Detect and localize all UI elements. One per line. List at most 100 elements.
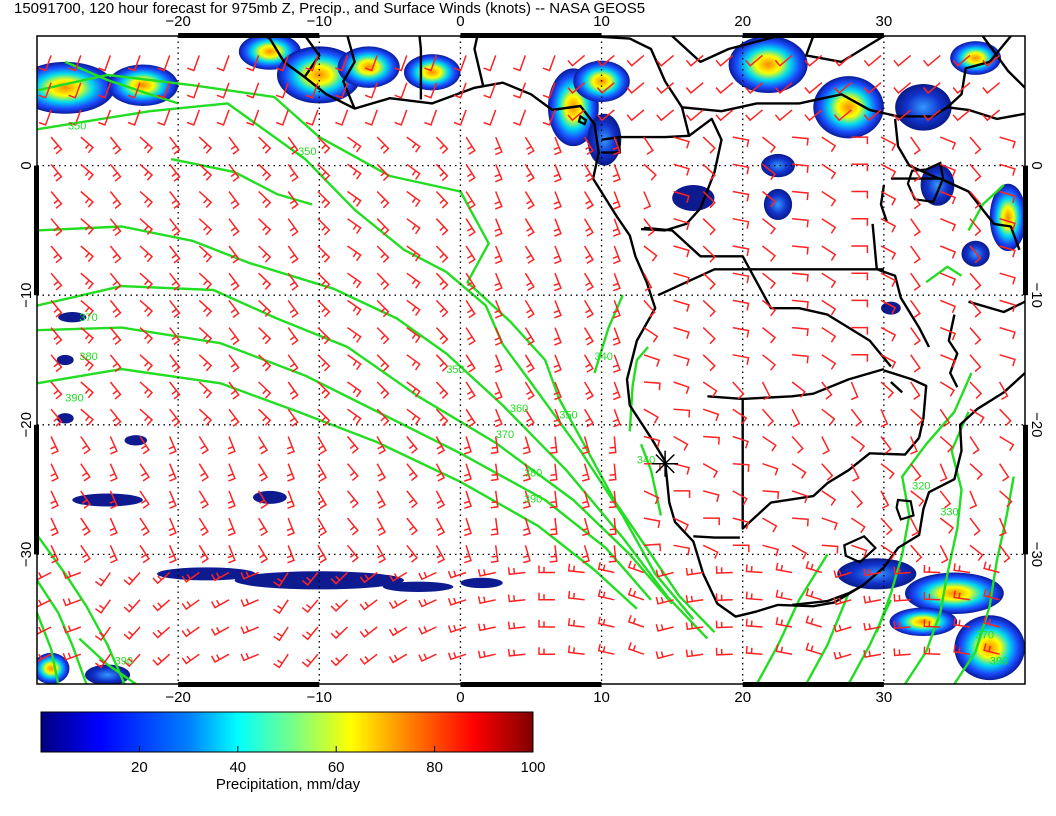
- wind-barb: [834, 54, 852, 67]
- precip-cell: [813, 76, 884, 139]
- wind-barb: [775, 589, 793, 601]
- wind-barb: [732, 190, 750, 202]
- wind-barb: [567, 109, 586, 122]
- wind-barb: [538, 619, 556, 628]
- wind-barb: [804, 82, 823, 94]
- wind-barb: [50, 163, 63, 182]
- wind-barb: [447, 652, 467, 661]
- wind-barb: [50, 381, 63, 400]
- wind-barb: [880, 490, 890, 509]
- precip-cell: [337, 46, 400, 88]
- boundary-line: [890, 177, 1021, 251]
- wind-barb: [246, 55, 260, 72]
- wind-barb: [301, 626, 319, 641]
- wind-barb: [273, 626, 289, 642]
- wind-barb: [50, 245, 63, 264]
- wind-barb: [240, 598, 259, 607]
- contour-value-label: 340: [637, 455, 655, 467]
- wind-barb: [305, 109, 319, 126]
- wind-barb: [257, 517, 269, 537]
- wind-barb: [969, 272, 982, 291]
- wind-barb: [702, 299, 716, 318]
- wind-barb: [643, 408, 659, 424]
- wind-barb: [969, 163, 982, 182]
- wind-barb: [553, 408, 562, 428]
- wind-barb: [673, 408, 691, 418]
- wind-barb: [567, 590, 585, 601]
- boundary-line: [473, 36, 485, 86]
- wind-barb: [109, 245, 122, 264]
- wind-barb: [94, 653, 112, 669]
- wind-barb: [969, 517, 981, 536]
- lon-tick-label: 30: [876, 13, 893, 30]
- wind-barb: [910, 463, 922, 482]
- height-contour: [37, 73, 716, 634]
- wind-barb: [863, 568, 882, 577]
- wind-barb: [583, 218, 594, 237]
- frame-bar: [34, 165, 39, 296]
- wind-barb: [273, 572, 289, 587]
- wind-barb: [80, 463, 91, 482]
- wind-barb: [685, 54, 704, 67]
- wind-barb: [567, 563, 585, 574]
- contour-value-label: 390: [65, 392, 83, 404]
- wind-barb: [37, 571, 52, 581]
- wind-barb: [702, 245, 716, 263]
- lon-tick-label: 20: [734, 689, 751, 706]
- wind-barb: [805, 642, 823, 655]
- wind-barb: [851, 190, 869, 199]
- contour-value-label: 350: [68, 120, 86, 132]
- wind-barb: [643, 326, 659, 343]
- wind-barb: [762, 517, 778, 533]
- wind-barb: [80, 517, 91, 536]
- wind-barb: [702, 136, 716, 154]
- wind-barb: [494, 164, 503, 183]
- wind-barb: [940, 163, 957, 178]
- wind-barb: [583, 381, 594, 400]
- wind-barb: [923, 592, 941, 601]
- wind-barb: [494, 218, 503, 237]
- wind-barb: [999, 435, 1015, 452]
- wind-barb: [152, 571, 171, 585]
- wind-barb: [494, 300, 503, 319]
- wind-barb: [376, 136, 390, 154]
- wind-barb: [186, 109, 201, 126]
- wind-barb: [465, 191, 476, 210]
- wind-barb: [821, 381, 833, 400]
- contour-value-label: 370: [976, 630, 994, 642]
- wind-barb: [792, 326, 809, 337]
- wind-barb: [969, 191, 982, 209]
- wind-barb: [317, 354, 331, 372]
- wind-barb: [286, 463, 295, 482]
- wind-barb: [910, 272, 921, 291]
- boundary-line: [890, 381, 904, 394]
- wind-barb: [376, 490, 387, 509]
- wind-barb: [910, 245, 921, 264]
- wind-barb: [346, 517, 359, 536]
- wind-barb: [80, 218, 94, 235]
- wind-barb: [317, 245, 331, 263]
- wind-barb: [715, 109, 734, 122]
- wind-barb: [910, 517, 920, 537]
- precipitation-colorbar: 20 40 60 80 100 Precipitation, mm/day: [40, 711, 546, 793]
- height-contour: [925, 265, 963, 284]
- wind-barb: [969, 299, 982, 318]
- lon-tick-label: 0: [456, 13, 464, 30]
- wind-barb: [181, 571, 200, 583]
- wind-barb: [123, 572, 141, 586]
- wind-barb: [999, 136, 1016, 149]
- wind-barb: [418, 626, 437, 635]
- wind-barb: [762, 218, 777, 235]
- wind-barb: [851, 217, 869, 226]
- colorbar-tick-label: 40: [229, 759, 246, 776]
- wind-barb: [851, 272, 869, 281]
- lon-tick-label: 20: [734, 13, 751, 30]
- wind-barb: [139, 327, 154, 344]
- wind-barb: [583, 300, 594, 319]
- wind-barb: [999, 299, 1016, 312]
- wind-barb: [347, 272, 362, 289]
- wind-barb: [139, 463, 150, 482]
- wind-barb: [627, 560, 645, 574]
- height-contour: [78, 637, 137, 684]
- wind-barb: [969, 463, 983, 481]
